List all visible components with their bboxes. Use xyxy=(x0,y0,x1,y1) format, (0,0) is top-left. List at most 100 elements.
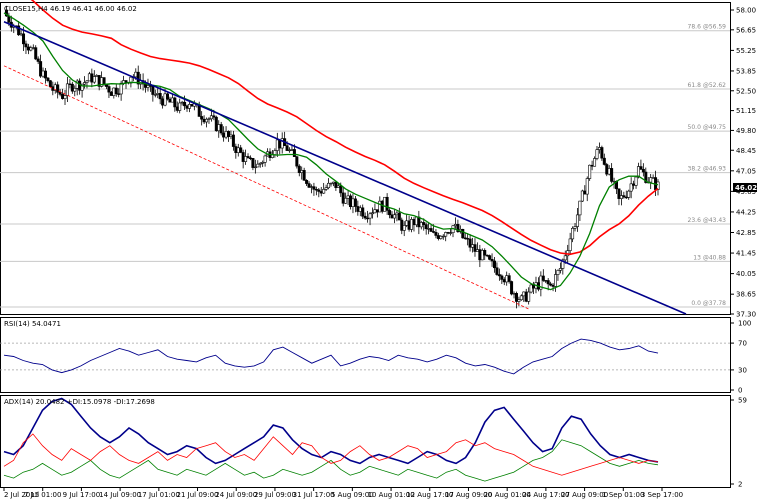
x-tick-label: 9 Jul 17:00 xyxy=(63,491,101,499)
candle xyxy=(48,80,52,88)
candle xyxy=(158,86,162,105)
price-tick-label: 44.25 xyxy=(736,208,756,216)
price-tick-label: 47.05 xyxy=(736,167,756,175)
candle xyxy=(302,167,306,181)
candle xyxy=(595,146,599,161)
candle xyxy=(392,209,396,224)
x-tick-label: 29 Jul 09:00 xyxy=(254,491,296,499)
rsi-tick-label: 0 xyxy=(738,387,742,395)
candle xyxy=(227,130,231,142)
candle xyxy=(46,77,50,83)
candle xyxy=(205,117,209,128)
fib-level-label: 23.6 @43.43 xyxy=(688,217,727,224)
rsi-title: RSI(14) 54.0471 xyxy=(4,320,61,328)
x-tick-label: 5 Aug 09:00 xyxy=(331,491,374,499)
candle xyxy=(627,189,631,200)
candle xyxy=(480,248,484,261)
candle xyxy=(580,189,584,202)
candle xyxy=(114,84,118,97)
x-tick-label: 24 Jul 09:00 xyxy=(215,491,257,499)
price-tick-label: 53.85 xyxy=(736,67,756,75)
candle xyxy=(366,210,370,223)
candle xyxy=(307,181,311,189)
candle xyxy=(329,182,333,187)
candle xyxy=(600,145,604,161)
candle xyxy=(639,159,643,170)
candle xyxy=(514,291,518,309)
x-tick-label: 14 Jul 09:00 xyxy=(99,491,141,499)
candle xyxy=(529,283,533,294)
price-tick-label: 51.15 xyxy=(736,107,756,115)
adx-series-0 xyxy=(3,397,659,465)
price-tick-label: 48.45 xyxy=(736,147,756,155)
candle xyxy=(610,163,614,184)
x-tick-label: 12 Aug 17:00 xyxy=(406,491,453,499)
x-tick-label: 1 Sep 01:00 xyxy=(602,491,644,499)
x-tick-label: 27 Aug 09:00 xyxy=(561,491,608,499)
candle xyxy=(558,262,562,274)
x-tick-label: 17 Aug 09:00 xyxy=(445,491,492,499)
candle xyxy=(539,271,543,297)
candle xyxy=(190,104,194,107)
candle xyxy=(43,68,47,84)
ma-slow-line xyxy=(30,0,659,256)
rsi-line xyxy=(3,338,659,375)
candle xyxy=(422,218,426,231)
x-tick-label: 20 Aug 01:00 xyxy=(484,491,531,499)
fibonacci-levels: 78.6 @56.59 61.8 @52.62 50.0 @49.75 38.2 @4… xyxy=(0,24,730,308)
candle xyxy=(541,269,545,282)
adx-tick-label: 59 xyxy=(738,397,747,405)
candle xyxy=(344,192,348,204)
rsi-tick-label: 70 xyxy=(738,340,747,348)
candle xyxy=(588,164,592,181)
rsi-series-line xyxy=(3,338,659,375)
x-tick-label: 10 Aug 01:00 xyxy=(367,491,414,499)
candle xyxy=(200,111,204,126)
candle xyxy=(449,228,453,236)
candle xyxy=(519,294,523,301)
candle xyxy=(253,159,257,174)
candle xyxy=(578,200,582,222)
candle xyxy=(251,157,255,171)
price-tick-label: 40.05 xyxy=(736,270,756,278)
candle xyxy=(214,115,218,132)
x-tick-label: 3 Sep 17:00 xyxy=(641,491,683,499)
candle xyxy=(605,162,609,177)
candle xyxy=(492,257,496,273)
rsi-tick-label: 100 xyxy=(738,320,751,328)
candle xyxy=(473,238,477,257)
candle xyxy=(263,154,267,167)
channel-line xyxy=(3,65,531,310)
candle xyxy=(649,173,653,190)
fib-level-label: 78.6 @56.59 xyxy=(688,24,727,31)
price-tick-label: 49.80 xyxy=(736,127,756,135)
candle xyxy=(549,281,553,287)
candle xyxy=(92,70,96,84)
price-overlays xyxy=(3,0,687,315)
candle xyxy=(500,274,504,285)
x-tick-label: 7 Jul 01:00 xyxy=(24,491,62,499)
candle xyxy=(495,262,499,276)
price-tick-label: 55.25 xyxy=(736,47,756,55)
candle xyxy=(602,153,606,166)
candle xyxy=(510,280,514,296)
candle xyxy=(173,96,177,112)
candle xyxy=(468,234,472,252)
candle xyxy=(380,199,384,214)
ma-fast-line xyxy=(3,12,659,291)
candle xyxy=(571,226,575,243)
adx-title: ADX(14) 20.0482 +DI:15.0978 -DI:17.2698 xyxy=(4,398,155,406)
candle xyxy=(305,179,309,187)
candle xyxy=(385,193,389,215)
candle xyxy=(178,98,182,114)
candle xyxy=(370,207,374,219)
x-tick-label: 21 Jul 09:00 xyxy=(177,491,219,499)
candle xyxy=(297,164,301,177)
fib-level-label: 38.2 @46.93 xyxy=(688,166,727,173)
candle xyxy=(497,268,501,281)
adx-tick-label: 2 xyxy=(738,481,742,489)
candle xyxy=(488,254,492,261)
candle xyxy=(361,204,365,220)
x-tick-label: 2 Jul 2015 xyxy=(4,491,39,499)
